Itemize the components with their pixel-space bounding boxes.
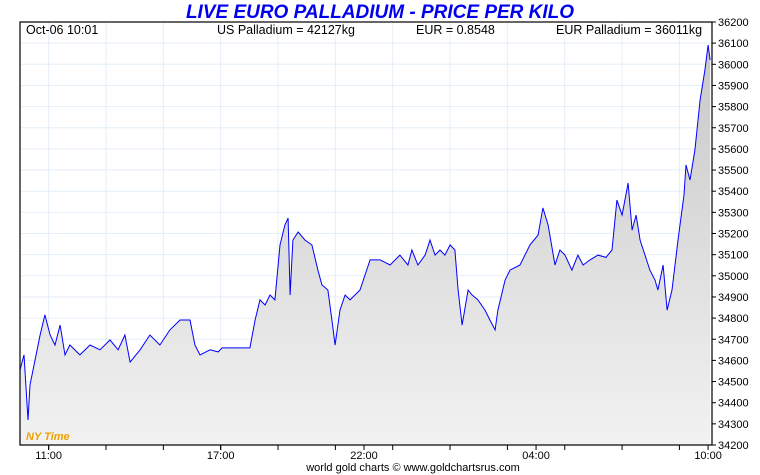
y-tick-label: 35300 bbox=[718, 207, 749, 219]
eur-price-label: EUR Palladium = 36011kg bbox=[556, 23, 703, 37]
y-tick-label: 34400 bbox=[718, 398, 749, 410]
x-tick-label: 04:00 bbox=[522, 450, 550, 462]
y-tick-label: 36100 bbox=[718, 38, 749, 50]
credit-label: world gold charts © www.goldchartsrus.co… bbox=[306, 462, 520, 474]
y-tick-label: 35100 bbox=[718, 250, 749, 262]
y-tick-label: 34700 bbox=[718, 334, 749, 346]
y-tick-label: 35800 bbox=[718, 102, 749, 114]
price-line bbox=[19, 45, 711, 421]
x-tick-label: 11:00 bbox=[35, 450, 62, 462]
x-tick-label: 10:00 bbox=[694, 450, 722, 462]
y-tick-label: 34300 bbox=[718, 419, 749, 431]
y-tick-label: 34500 bbox=[718, 377, 749, 389]
y-tick-label: 35200 bbox=[718, 229, 749, 241]
plot-border bbox=[19, 21, 713, 446]
price-area bbox=[20, 45, 711, 445]
time-zone-label: NY Time bbox=[26, 431, 70, 443]
x-tick-label: 17:00 bbox=[207, 450, 235, 462]
y-tick-label: 34900 bbox=[718, 292, 749, 304]
y-tick-label: 36000 bbox=[718, 59, 749, 71]
y-tick-label: 34200 bbox=[718, 440, 749, 452]
y-tick-label: 35700 bbox=[718, 123, 749, 135]
y-tick-label: 35600 bbox=[718, 144, 749, 156]
x-tick-label: 22:00 bbox=[350, 450, 378, 462]
chart-title: LIVE EURO PALLADIUM - PRICE PER KILO bbox=[185, 2, 575, 23]
y-tick-label: 35500 bbox=[718, 165, 749, 177]
date-time-label: Oct-06 10:01 bbox=[26, 23, 99, 37]
y-tick-label: 34800 bbox=[718, 313, 749, 325]
y-tick-label: 35900 bbox=[718, 80, 749, 92]
y-tick-label: 35000 bbox=[718, 271, 749, 283]
y-tick-label: 35400 bbox=[718, 186, 749, 198]
eur-rate-label: EUR = 0.8548 bbox=[416, 23, 495, 37]
y-tick-label: 34600 bbox=[718, 355, 749, 367]
y-tick-label: 36200 bbox=[718, 17, 749, 29]
us-price-label: US Palladium = 42127kg bbox=[217, 23, 355, 37]
